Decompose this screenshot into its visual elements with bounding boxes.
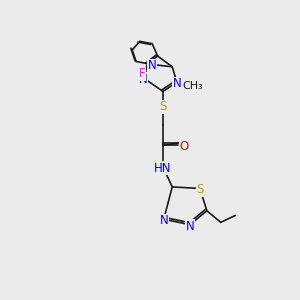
- Text: HN: HN: [154, 162, 172, 175]
- Text: S: S: [196, 184, 204, 196]
- Text: N: N: [139, 73, 147, 85]
- Text: N: N: [148, 59, 157, 73]
- Text: F: F: [139, 67, 146, 80]
- Text: O: O: [179, 140, 188, 153]
- Text: N: N: [172, 77, 181, 90]
- Text: CH₃: CH₃: [183, 80, 203, 91]
- Text: N: N: [186, 220, 194, 233]
- Text: N: N: [159, 214, 168, 227]
- Text: S: S: [159, 100, 167, 113]
